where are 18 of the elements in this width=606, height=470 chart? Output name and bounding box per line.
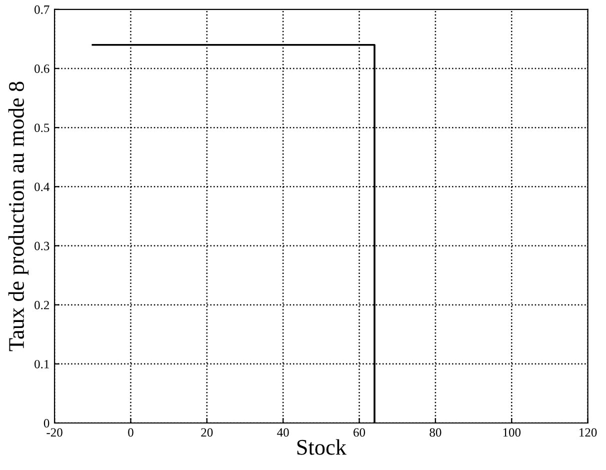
- y-tick-label: 0.6: [34, 64, 50, 73]
- y-tick-label: 0: [44, 419, 50, 428]
- x-tick-label: 0: [128, 428, 134, 437]
- y-tick-label: 0.3: [34, 242, 50, 250]
- y-tick-label: 0.4: [34, 182, 50, 192]
- x-tick-label: 100: [503, 428, 521, 437]
- x-axis-title: Stock: [297, 439, 346, 455]
- x-tick-label: 60: [354, 428, 366, 437]
- y-axis-title: Taux de production au mode 8: [8, 82, 28, 352]
- x-tick-label: 40: [277, 428, 289, 437]
- y-tick-label: 0.1: [34, 360, 49, 368]
- y-tick-label: 0.7: [34, 5, 50, 14]
- x-tick-label: 80: [430, 428, 442, 437]
- x-tick-label: 120: [580, 428, 597, 437]
- y-tick-label: 0.2: [34, 300, 49, 310]
- x-tick-label: 20: [201, 428, 213, 437]
- x-tick-label: -20: [46, 428, 62, 437]
- y-tick-label: 0.5: [34, 124, 50, 132]
